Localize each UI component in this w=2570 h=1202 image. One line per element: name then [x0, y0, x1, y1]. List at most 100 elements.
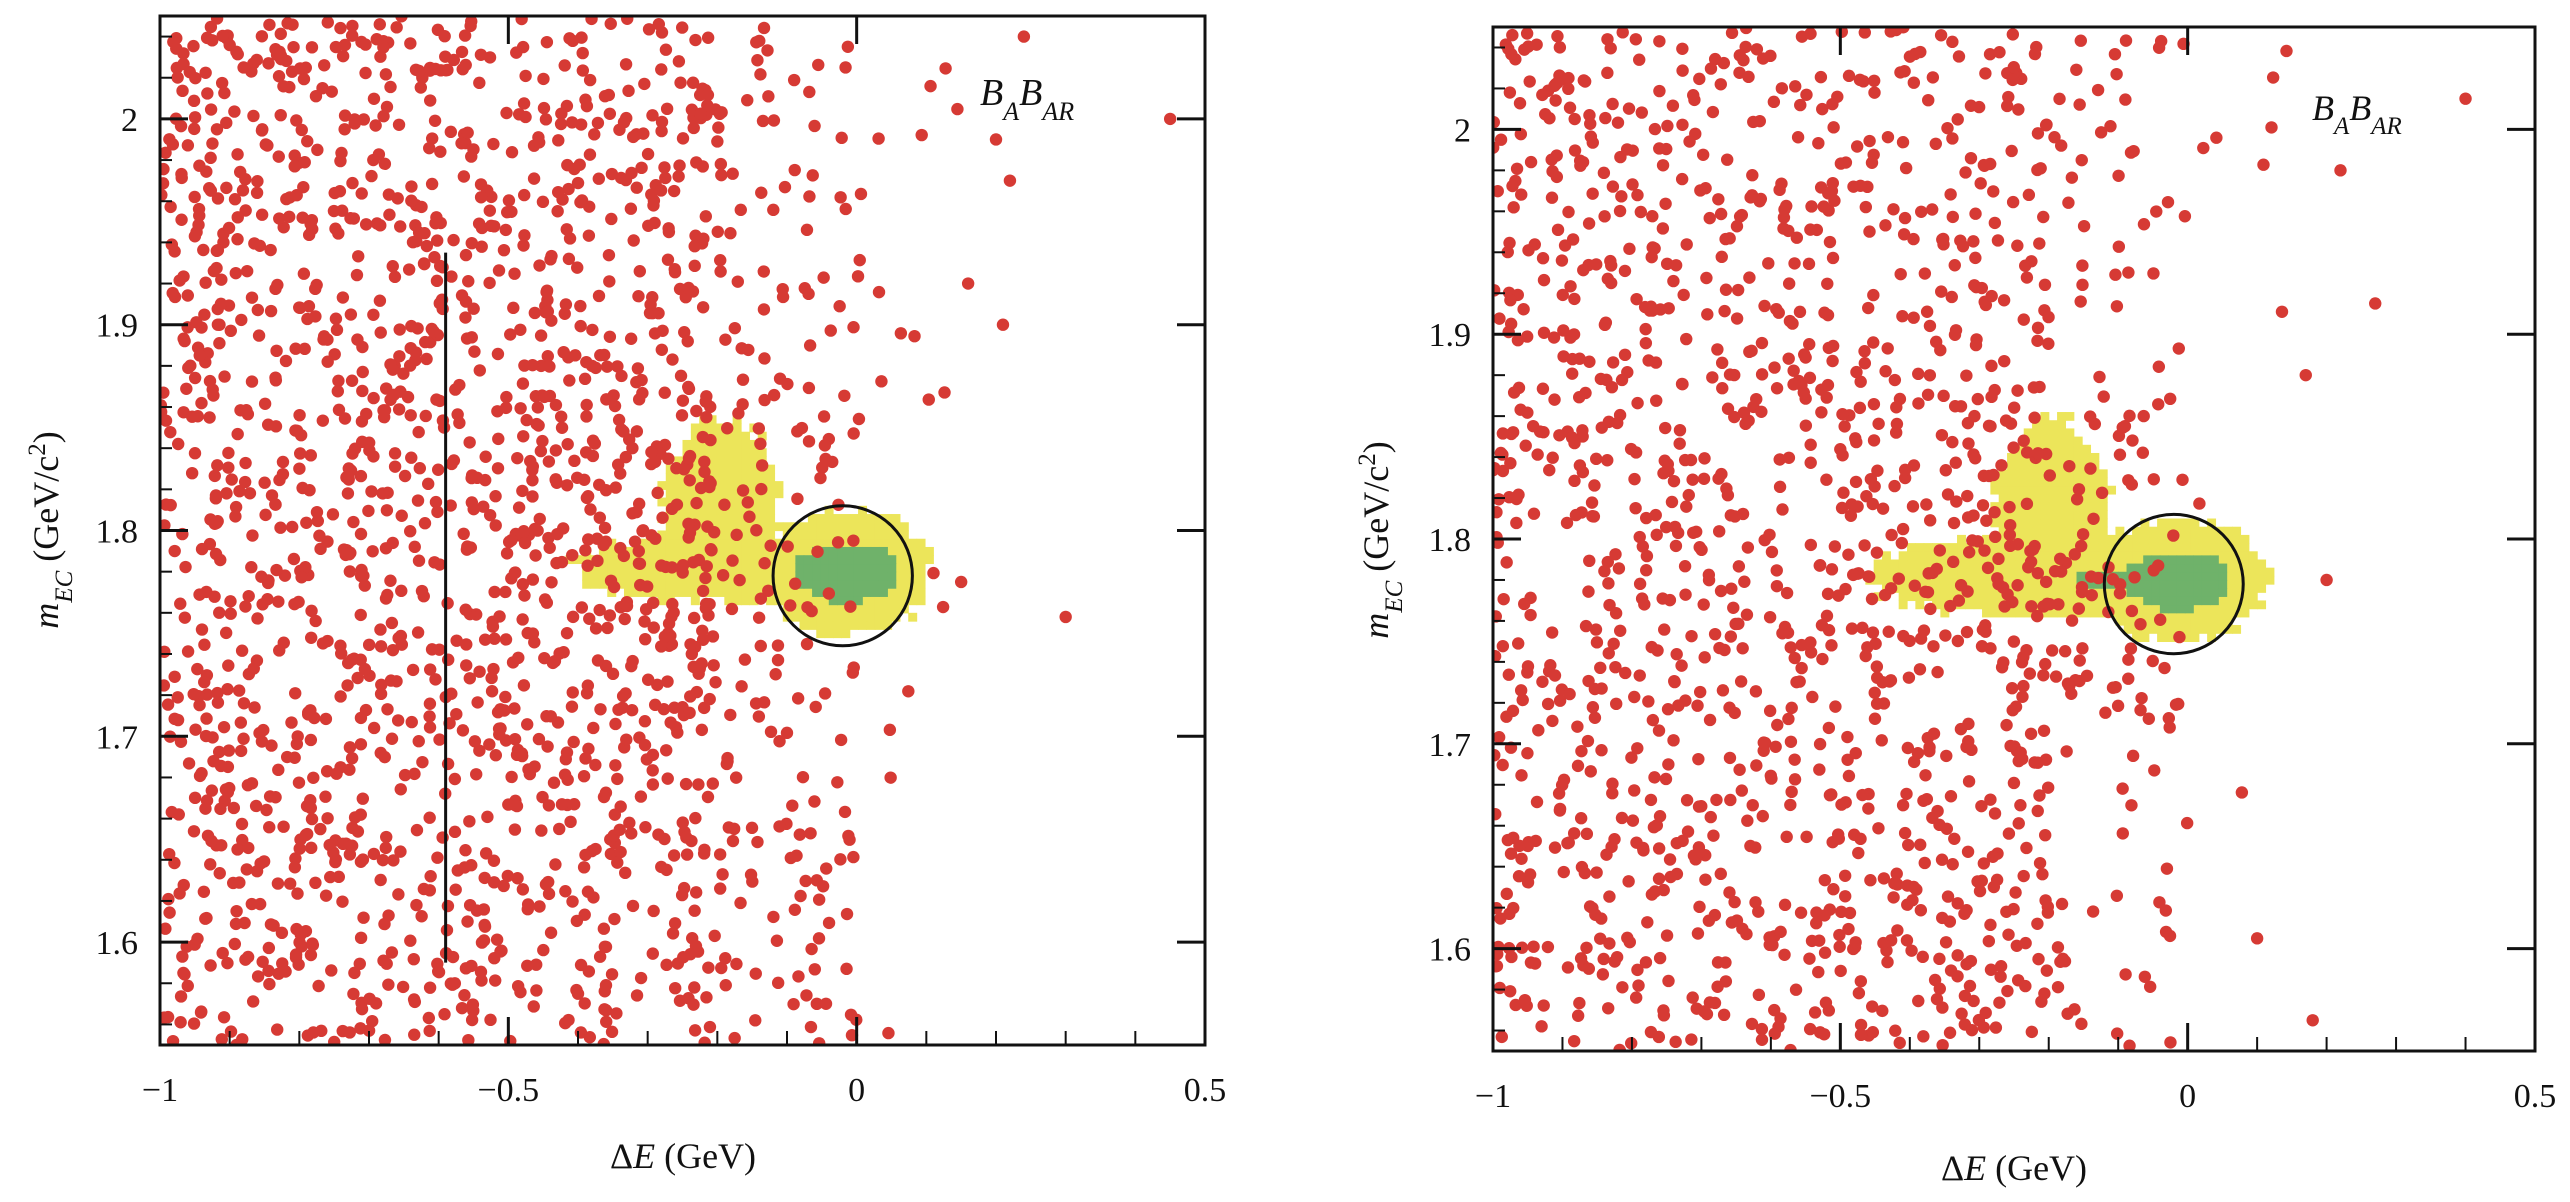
data-point	[160, 162, 170, 176]
density-cell	[2015, 526, 2025, 536]
data-point	[224, 595, 237, 608]
data-point	[1622, 102, 1636, 115]
data-point	[615, 369, 628, 383]
data-point	[610, 1007, 623, 1020]
density-core-cell	[2184, 588, 2194, 597]
data-point	[302, 228, 316, 242]
data-point	[852, 412, 866, 426]
data-point	[646, 109, 659, 122]
data-point	[191, 410, 204, 423]
data-point	[514, 402, 527, 415]
data-point	[258, 476, 271, 489]
density-cell	[749, 588, 759, 597]
data-point	[2070, 493, 2084, 506]
data-point	[1897, 228, 1911, 241]
density-core-cell	[803, 555, 813, 565]
data-point	[2039, 575, 2053, 589]
data-point	[229, 500, 243, 514]
data-point	[751, 54, 764, 67]
data-point	[1536, 382, 1550, 395]
data-point	[478, 920, 492, 933]
density-cell	[724, 505, 734, 515]
data-point	[474, 191, 488, 204]
density-cell	[2023, 461, 2033, 470]
data-point	[1504, 293, 1517, 307]
data-point	[279, 965, 292, 978]
data-point	[1691, 927, 1705, 940]
data-point	[791, 692, 805, 705]
density-core-cell	[845, 555, 855, 565]
data-point	[1519, 439, 1532, 452]
data-point	[423, 811, 436, 824]
density-cell	[674, 489, 684, 499]
density-cell	[2015, 461, 2025, 470]
data-point	[415, 910, 428, 923]
data-point	[1662, 302, 1675, 315]
data-point	[627, 234, 640, 247]
density-cell	[2023, 518, 2033, 528]
data-point	[1602, 1002, 1615, 1015]
data-point	[1500, 556, 1513, 569]
data-point	[587, 721, 600, 735]
density-cell	[2223, 567, 2233, 577]
data-point	[762, 584, 775, 597]
data-point	[1821, 378, 1835, 392]
data-point	[1773, 480, 1787, 494]
density-cell	[2040, 559, 2050, 569]
data-point	[787, 73, 801, 87]
density-cell	[2215, 534, 2225, 544]
density-cell	[749, 472, 759, 482]
data-point	[1870, 546, 1884, 559]
data-point	[1871, 464, 1884, 477]
data-point	[457, 527, 470, 541]
data-point	[1773, 183, 1786, 197]
data-point	[1640, 564, 1653, 577]
data-point	[508, 702, 521, 715]
data-point	[1924, 602, 1937, 616]
data-point	[938, 386, 951, 399]
data-point	[656, 324, 669, 338]
density-cell	[690, 596, 700, 606]
data-point	[568, 798, 581, 811]
data-point	[344, 464, 358, 477]
data-point	[1577, 263, 1590, 277]
density-cell	[2065, 485, 2075, 495]
data-point	[2127, 144, 2140, 158]
data-point	[358, 579, 371, 592]
data-point	[380, 100, 394, 114]
ylabel-sub: EC	[51, 570, 78, 603]
data-point	[652, 18, 666, 31]
data-point	[412, 735, 425, 748]
data-point	[1900, 787, 1913, 801]
density-cell	[715, 439, 725, 449]
data-point	[1820, 391, 1833, 404]
density-cell	[615, 563, 625, 573]
density-cell	[782, 571, 792, 581]
data-point	[460, 638, 473, 651]
data-point	[295, 123, 308, 137]
data-point	[598, 940, 612, 953]
data-point	[487, 137, 500, 151]
data-point	[314, 542, 327, 556]
data-point	[684, 690, 697, 703]
data-point	[582, 965, 596, 978]
data-point	[1693, 541, 1706, 554]
data-point	[1672, 699, 1685, 712]
density-cell	[2082, 518, 2092, 528]
density-cell	[598, 546, 608, 556]
data-point	[269, 420, 283, 433]
density-cell	[774, 571, 784, 581]
density-cell	[1957, 559, 1966, 569]
data-point	[423, 663, 437, 676]
density-cell	[690, 456, 700, 466]
density-cell	[699, 579, 709, 589]
data-point	[1562, 82, 1575, 96]
data-point	[835, 131, 848, 145]
data-point	[1666, 99, 1680, 112]
data-point	[2125, 604, 2139, 618]
density-cell	[1898, 600, 1908, 610]
density-cell	[1923, 543, 1933, 552]
data-point	[187, 825, 201, 838]
density-cell	[891, 514, 901, 523]
data-point	[1496, 464, 1510, 478]
